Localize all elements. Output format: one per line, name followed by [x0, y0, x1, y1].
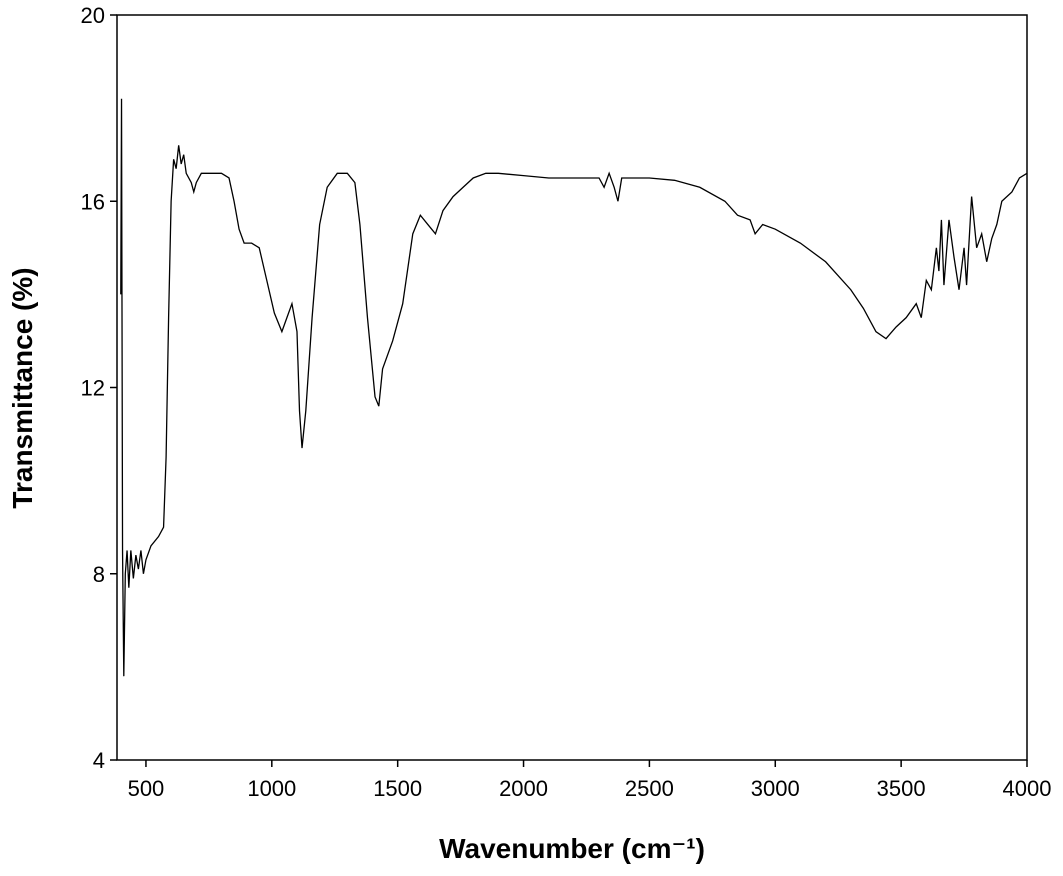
- x-tick-label: 2500: [625, 776, 674, 801]
- y-tick-label: 8: [93, 562, 105, 587]
- y-tick-label: 16: [81, 189, 105, 214]
- x-tick-label: 1500: [373, 776, 422, 801]
- y-tick-label: 12: [81, 376, 105, 401]
- y-tick-label: 4: [93, 748, 105, 773]
- x-tick-label: 500: [128, 776, 165, 801]
- plot-frame: [116, 14, 1028, 761]
- x-axis-label: Wavenumber (cm⁻¹): [439, 833, 705, 864]
- x-tick-label: 3000: [751, 776, 800, 801]
- x-tick-label: 1000: [247, 776, 296, 801]
- spectrum-line: [120, 98, 1028, 677]
- y-tick-label: 20: [81, 3, 105, 28]
- x-tick-label: 3500: [877, 776, 926, 801]
- x-tick-label: 4000: [1003, 776, 1052, 801]
- x-tick-label: 2000: [499, 776, 548, 801]
- y-axis-label: Transmittance (%): [7, 267, 38, 508]
